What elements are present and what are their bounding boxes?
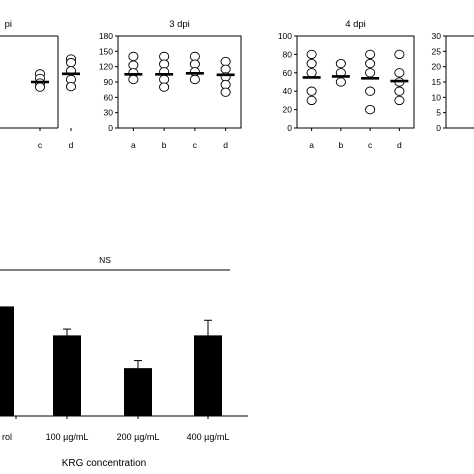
y-tick-label: 180 <box>99 31 113 41</box>
bar-0 <box>0 306 14 416</box>
plot-frame <box>445 35 474 129</box>
panel-title: 3 dpi <box>169 19 190 30</box>
panel-4dpi: 4 dpi 0 20 40 60 80 100 a b c d <box>278 19 415 150</box>
y-tick-label: 20 <box>283 105 293 115</box>
data-point-d-17 <box>220 87 231 97</box>
y-tick-label: 60 <box>283 68 293 78</box>
x-tick-label: 400 µg/mL <box>187 432 230 442</box>
y-tick-label: 15 <box>432 77 442 87</box>
y-tick-label: 40 <box>283 86 293 96</box>
x-tick-label: d <box>223 140 228 150</box>
data-point-a-1 <box>306 58 317 69</box>
data-point-d-8 <box>65 81 77 92</box>
panel-krg-bar-chart: NS rol 100 µg/mL 200 µg/mL 400 µg/mL KRG conc… <box>0 255 248 469</box>
y-tick-label: 5 <box>436 108 441 118</box>
data-point-b-8 <box>159 82 170 92</box>
bar-1 <box>53 335 81 416</box>
x-tick-label: b <box>339 140 344 150</box>
x-tick-label: b <box>162 140 167 150</box>
panel-title: 4 dpi <box>345 19 366 30</box>
data-point-d-16 <box>220 79 231 90</box>
data-point-b-7 <box>159 74 170 85</box>
y-tick-label: 150 <box>99 46 113 56</box>
data-point-c-3 <box>34 82 46 92</box>
data-point-a-4 <box>306 95 317 106</box>
data-point-b-5 <box>335 58 346 69</box>
y-tick-label: 60 <box>104 92 114 102</box>
data-point-d-14 <box>394 68 405 78</box>
y-tick-label: 10 <box>432 92 442 102</box>
data-point-d-13 <box>394 49 405 60</box>
data-point-a-0 <box>306 49 317 60</box>
panel-title: pi <box>5 19 12 30</box>
x-axis-title: KRG concentration <box>62 458 147 469</box>
x-tick-label: c <box>368 140 373 150</box>
data-point-a-3 <box>128 74 139 85</box>
data-point-a-2 <box>306 68 317 78</box>
x-tick-label: rol <box>2 432 12 442</box>
data-point-c-9 <box>365 58 376 69</box>
data-point-d-14 <box>220 64 231 74</box>
y-tick-label: 30 <box>432 31 442 41</box>
data-point-c-9 <box>189 51 200 62</box>
plot-frame <box>296 35 415 129</box>
data-point-c-11 <box>365 86 376 96</box>
y-tick-label: 0 <box>108 123 113 133</box>
data-point-d-13 <box>220 56 231 67</box>
data-point-c-11 <box>189 67 200 77</box>
data-point-c-8 <box>365 49 376 60</box>
x-tick-label: c <box>193 140 198 150</box>
data-point-c-12 <box>189 74 200 85</box>
data-point-a-1 <box>128 60 139 70</box>
data-point-a-0 <box>128 51 139 62</box>
x-tick-label: d <box>397 140 402 150</box>
data-point-d-16 <box>394 86 405 96</box>
data-point-b-5 <box>159 59 170 69</box>
panel-3dpi: 3 dpi 0 30 60 90 120 150 180 a b c d <box>99 19 242 150</box>
panel-partial-right: 0 5 10 15 20 25 30 <box>432 31 474 133</box>
data-point-b-4 <box>159 51 170 62</box>
x-tick-label: 200 µg/mL <box>117 432 160 442</box>
bar-3 <box>194 335 222 416</box>
panel-partial-dpi: pi c d <box>0 19 80 150</box>
x-tick-label: a <box>309 140 314 150</box>
y-tick-label: 0 <box>436 123 441 133</box>
data-point-b-7 <box>335 77 346 87</box>
data-point-d-17 <box>394 95 405 106</box>
data-point-d-5 <box>65 57 77 68</box>
x-tick-label: d <box>69 140 74 150</box>
y-tick-label: 30 <box>104 108 114 118</box>
data-point-a-3 <box>306 86 317 96</box>
y-tick-label: 100 <box>278 31 292 41</box>
x-tick-label: a <box>131 140 136 150</box>
y-tick-label: 0 <box>287 123 292 133</box>
bar-2 <box>124 368 152 416</box>
data-point-c-10 <box>365 68 376 78</box>
y-tick-label: 120 <box>99 62 113 72</box>
y-tick-label: 25 <box>432 46 442 56</box>
y-tick-label: 20 <box>432 62 442 72</box>
y-tick-label: 80 <box>283 49 293 59</box>
x-tick-label: 100 µg/mL <box>46 432 89 442</box>
data-point-c-12 <box>365 104 376 115</box>
x-tick-label: c <box>38 140 43 150</box>
significance-label: NS <box>99 255 111 265</box>
y-tick-label: 90 <box>104 77 114 87</box>
data-point-c-10 <box>189 59 200 69</box>
